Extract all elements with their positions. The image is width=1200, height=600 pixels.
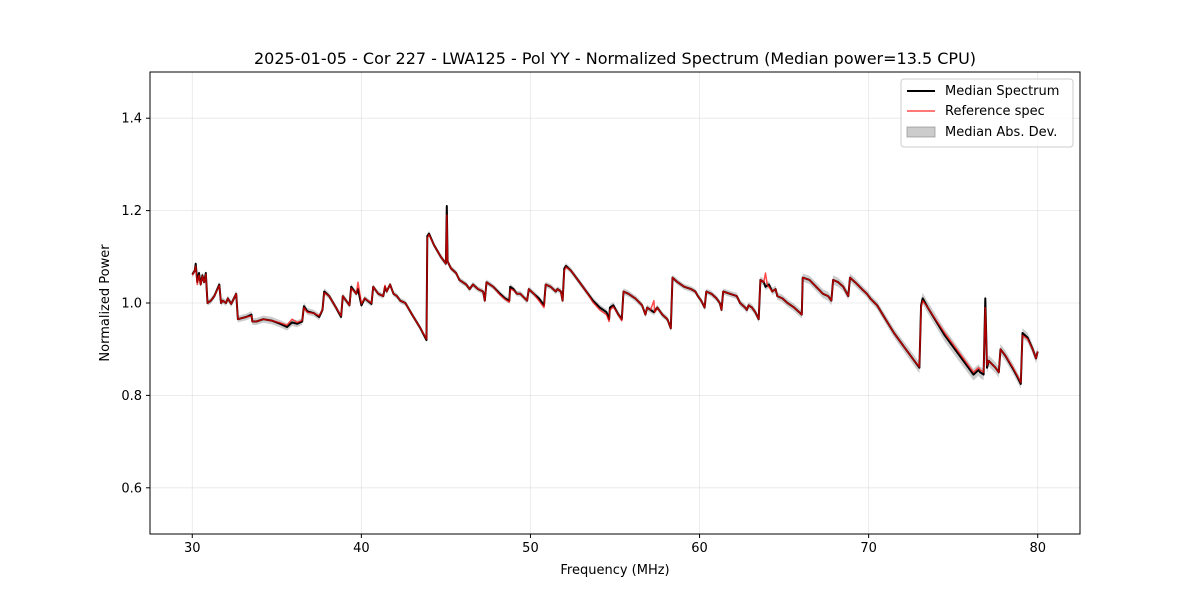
x-tick-label: 40 [353, 541, 370, 556]
x-axis-label: Frequency (MHz) [560, 563, 669, 578]
y-tick-label: 0.8 [121, 389, 142, 404]
y-tick-label: 1.2 [121, 204, 142, 219]
legend-box [900, 78, 1074, 148]
y-tick-label: 1.4 [121, 112, 142, 127]
y-axis-ticks: 0.6 0.8 1.0 1.2 1.4 [121, 112, 150, 496]
y-axis-label: Normalized Power [98, 244, 113, 362]
legend-swatch-mad-band [906, 126, 936, 138]
reference-spec-line [191, 214, 1039, 384]
legend-label-median-spectrum: Median Spectrum [945, 84, 1059, 99]
x-tick-label: 80 [1029, 541, 1046, 556]
legend-label-reference-spec: Reference spec [945, 104, 1045, 119]
x-tick-label: 60 [691, 541, 708, 556]
y-tick-label: 1.0 [121, 297, 142, 312]
y-tick-label: 0.6 [121, 481, 142, 496]
legend-label-mad-band: Median Abs. Dev. [945, 125, 1057, 140]
legend: Median Spectrum Reference spec Median Ab… [900, 78, 1074, 148]
x-tick-label: 70 [860, 541, 877, 556]
series-layer [191, 205, 1039, 385]
x-axis-ticks: 30 40 50 60 70 80 [184, 534, 1046, 556]
x-tick-label: 50 [522, 541, 539, 556]
chart-title: 2025-01-05 - Cor 227 - LWA125 - Pol YY -… [254, 49, 976, 68]
x-tick-label: 30 [184, 541, 201, 556]
